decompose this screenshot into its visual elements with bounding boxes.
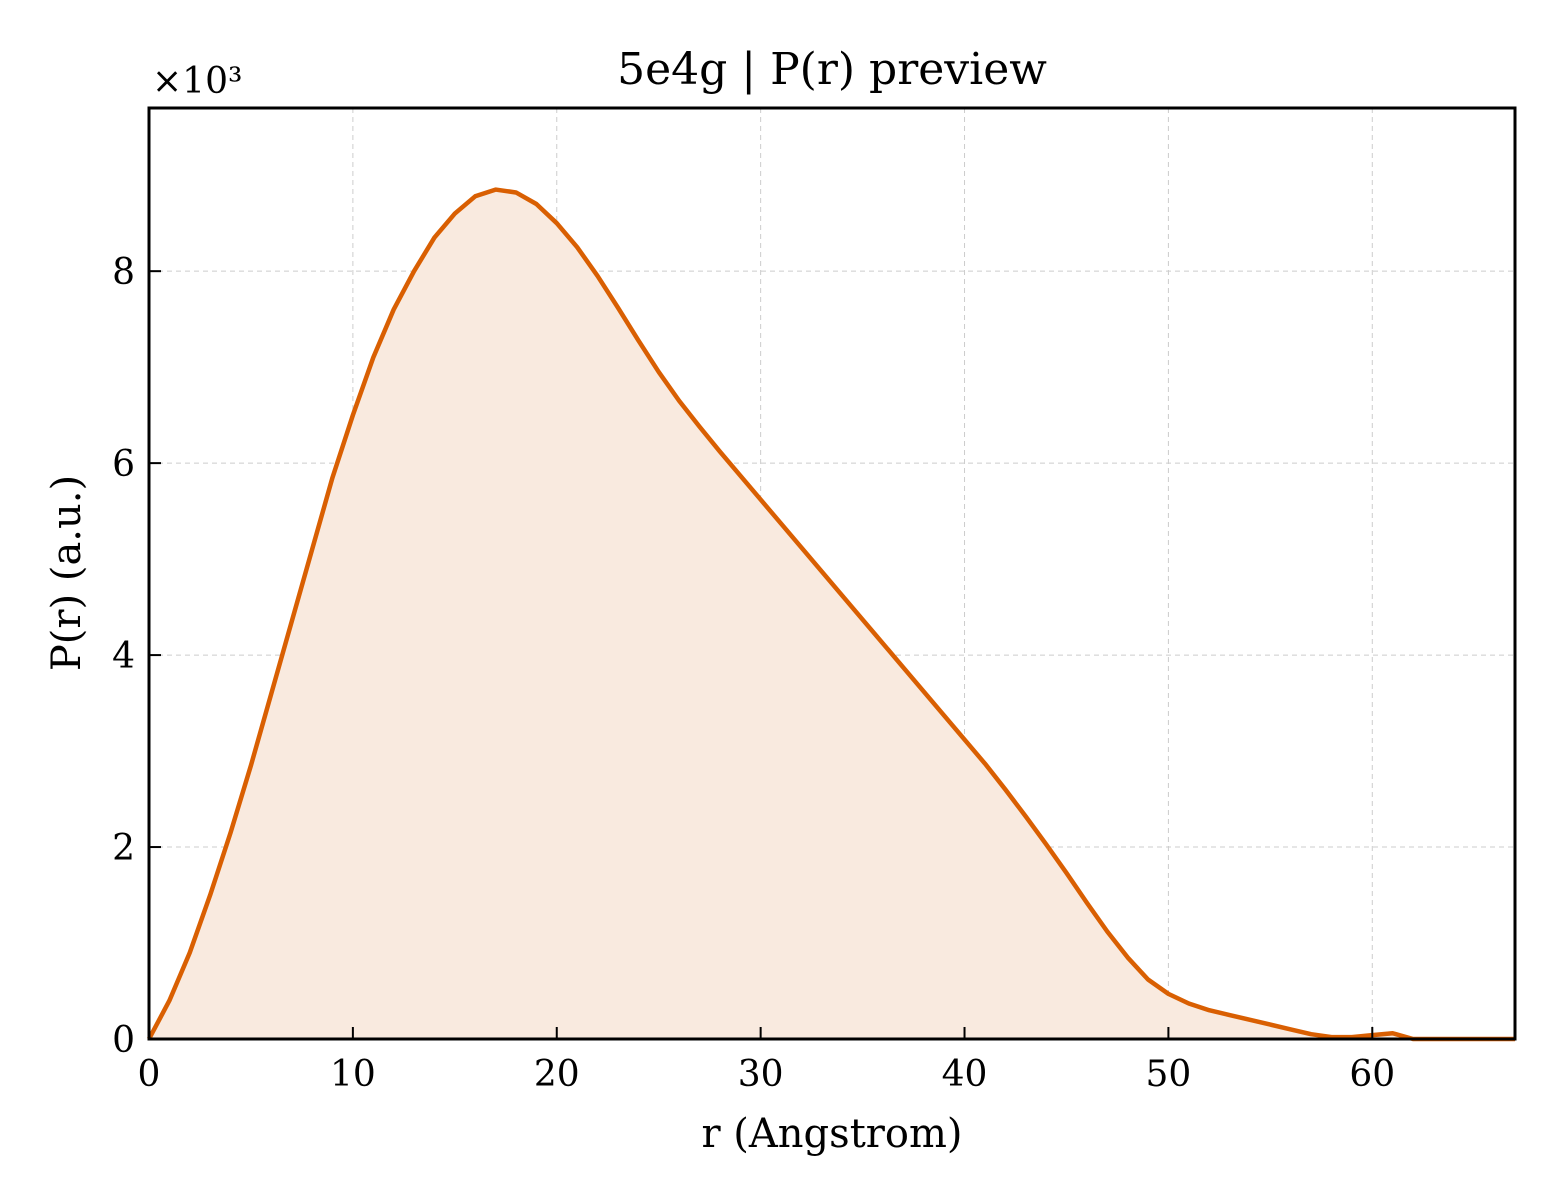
x-tick-label: 10 [330,1054,376,1095]
x-tick-label: 40 [942,1054,988,1095]
plot-frame [147,106,1517,1041]
y-tick-label: 2 [112,828,135,869]
y-tick-label: 8 [112,252,135,293]
x-axis-label: r (Angstrom) [701,1111,962,1157]
pr-series-line [147,187,1515,1042]
y-multiplier-label: ×10³ [152,61,242,102]
x-tick-label: 30 [738,1054,784,1095]
ticks: 0 10 20 30 40 50 60 0 2 4 6 8 [112,252,1395,1095]
x-tick-label: 20 [534,1054,580,1095]
y-axis-label: P(r) (a.u.) [44,475,90,671]
x-tick-label: 60 [1349,1054,1395,1095]
y-tick-label: 0 [112,1020,135,1061]
pr-area-fill [149,189,1515,1039]
x-tick-label: 0 [138,1054,161,1095]
y-tick-label: 4 [112,636,135,677]
chart-title: 5e4g | P(r) preview [617,44,1047,95]
x-tick-label: 50 [1145,1054,1191,1095]
y-tick-label: 6 [112,444,135,485]
